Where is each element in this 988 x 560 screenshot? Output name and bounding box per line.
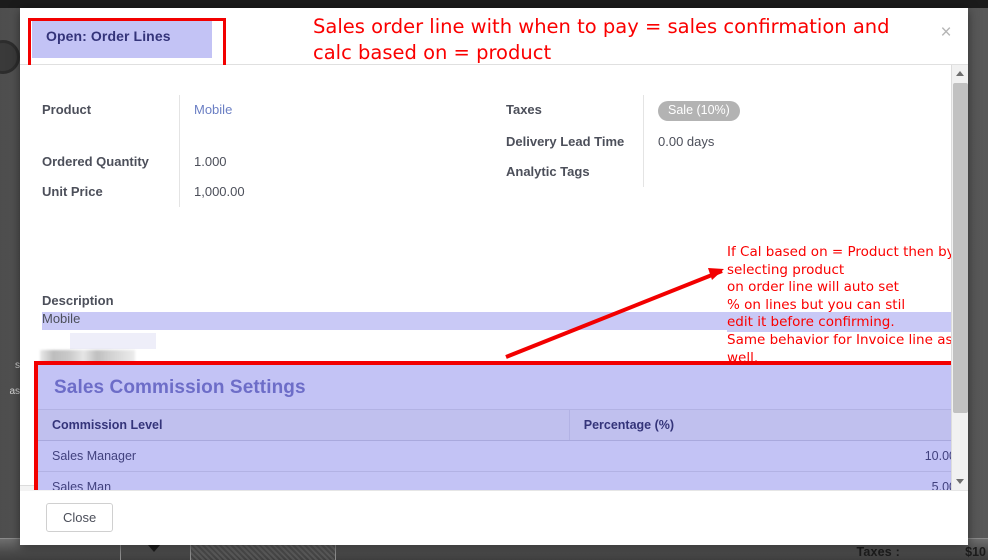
annotation-title-note: Sales order line with when to pay = sale… [313,15,890,64]
field-delivery-lead-time-value[interactable]: 0.00 days [643,127,798,157]
annotation-line-2: selecting product [727,261,845,278]
dropdown-caret-icon[interactable] [148,545,160,552]
annotation-line-1: If Cal based on = Product then by [727,244,955,260]
spacer-label [24,125,179,137]
commission-table-header-row: Commission Level Percentage (%) [38,409,968,441]
field-analytic-tags[interactable]: Analytic Tags [488,157,798,187]
field-product-label: Product [42,102,92,117]
scroll-up-button[interactable] [952,65,968,82]
cell-percentage[interactable]: 5.00 [569,471,968,490]
scrollbar-thumb[interactable] [953,83,968,413]
field-taxes-label: Taxes [506,102,542,117]
table-row[interactable]: Sales Manager 10.00 [38,440,968,472]
field-product[interactable]: Product Mobile [24,95,474,125]
annotation-line-3: on order line will auto set [727,279,899,296]
field-product-value[interactable]: Mobile [179,95,474,125]
field-delivery-lead-time[interactable]: Delivery Lead Time 0.00 days [488,127,798,157]
order-line-modal: Open: Order Lines Sales order line with … [20,8,968,545]
modal-body: Product Mobile Ordered Quantity 1.000 Un… [20,65,968,490]
field-delivery-lead-time-label: Delivery Lead Time [506,134,625,149]
field-ordered-quantity-label: Ordered Quantity [42,154,149,169]
cell-percentage[interactable]: 10.00 [569,440,968,472]
background-text-fragment-2: as [9,386,20,397]
field-analytic-tags-label: Analytic Tags [506,164,590,179]
commission-section-title: Sales Commission Settings [54,377,306,398]
form-right-column: Taxes Sale (10%) Delivery Lead Time 0.00… [488,95,798,187]
field-taxes-value[interactable]: Sale (10%) [643,95,798,127]
background-taxes-value: $10 [965,545,986,559]
cell-commission-level[interactable]: Sales Manager [38,440,570,472]
background-text-fragment-1: s [15,360,20,371]
vertical-scrollbar[interactable] [951,65,968,490]
field-unit-price[interactable]: Unit Price 1,000.00 [24,177,474,207]
annotation-line-5: edit it before confirming. [727,314,968,332]
description-label: Description [42,293,114,308]
description-value[interactable]: Mobile [42,311,81,326]
title-selection-highlight [32,20,212,58]
description-redacted-block-2 [40,350,135,363]
modal-footer: Close [20,485,968,545]
chevron-down-icon [956,479,964,484]
scroll-down-button[interactable] [952,473,968,490]
background-top-bar [0,0,988,8]
field-taxes[interactable]: Taxes Sale (10%) [488,95,798,127]
chevron-up-icon [956,71,964,76]
commission-table: Commission Level Percentage (%) Sales Ma… [38,409,968,490]
page-title: Open: Order Lines [46,28,171,44]
description-redacted-block-1 [70,333,156,349]
column-header-commission-level[interactable]: Commission Level [38,409,570,441]
field-ordered-quantity[interactable]: Ordered Quantity 1.000 [24,147,474,177]
background-taxes-label: Taxes : [856,545,900,559]
cell-commission-level[interactable]: Sales Man [38,471,570,490]
annotation-right-note: If Cal based on = Product then by select… [727,244,968,367]
field-spacer [24,125,474,155]
close-button[interactable]: Close [46,503,114,532]
table-row[interactable]: Sales Man 5.00 [38,471,968,490]
form-left-column: Product Mobile Ordered Quantity 1.000 Un… [24,95,474,207]
spacer-value [179,125,474,155]
annotation-line-6: Same behavior for Invoice line as [727,331,953,348]
field-unit-price-value[interactable]: 1,000.00 [179,177,474,207]
field-analytic-tags-value[interactable] [643,157,798,187]
background-cell-3 [335,538,515,560]
field-ordered-quantity-value[interactable]: 1.000 [179,147,474,177]
sales-commission-settings-panel: Sales Commission Settings Commission Lev… [34,361,968,490]
column-header-percentage[interactable]: Percentage (%) [568,409,968,441]
field-unit-price-label: Unit Price [42,184,103,199]
modal-header: Open: Order Lines Sales order line with … [20,8,968,72]
background-cell-1 [120,538,190,560]
tax-tag-badge[interactable]: Sale (10%) [658,101,740,121]
close-icon[interactable]: × [940,22,952,43]
annotation-line-4: % on lines but you can stil [727,296,906,313]
